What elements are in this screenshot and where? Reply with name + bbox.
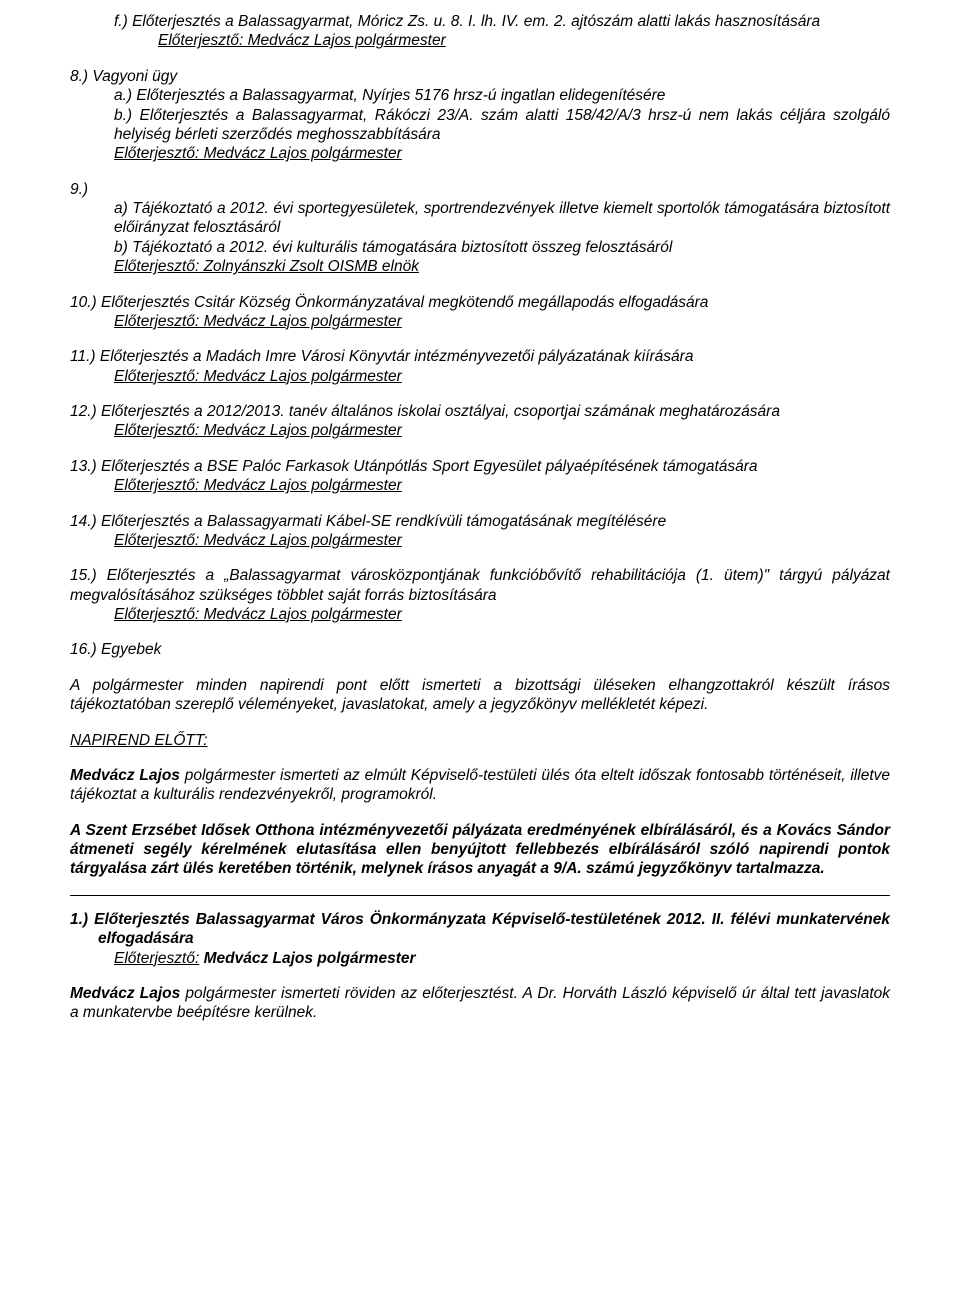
agenda-item-16: 16.) Egyebek [70,640,890,659]
agenda-item-12: 12.) Előterjesztés a 2012/2013. tanév ál… [70,402,890,441]
item-f-title: f.) Előterjesztés a Balassagyarmat, Móri… [70,12,890,31]
item-9-a: a) Tájékoztató a 2012. évi sportegyesüle… [70,199,890,238]
agenda-item-11: 11.) Előterjesztés a Madách Imre Városi … [70,347,890,386]
agenda-item-14: 14.) Előterjesztés a Balassagyarmati Káb… [70,512,890,551]
item-11-title: 11.) Előterjesztés a Madách Imre Városi … [70,347,890,366]
agenda-item-10: 10.) Előterjesztés Csitár Község Önkormá… [70,293,890,332]
mayor-intro-paragraph: Medvácz Lajos polgármester ismerteti az … [70,766,890,805]
item-f-submitter: Előterjesztő: Medvácz Lajos polgármester [70,31,890,50]
submitter-text: Előterjesztő: Medvácz Lajos polgármester [114,145,402,162]
mayor-intro-rest: polgármester ismerteti az elmúlt Képvise… [70,767,890,803]
submitter-text: Előterjesztő: Zolnyánszki Zsolt OISMB el… [114,258,419,275]
submitter-text: Előterjesztő: Medvácz Lajos polgármester [158,32,446,49]
submitter-text: Előterjesztő: Medvácz Lajos polgármester [114,532,402,549]
item-1-bottom-title: 1.) Előterjesztés Balassagyarmat Város Ö… [70,910,890,949]
item-9-b: b) Tájékoztató a 2012. évi kulturális tá… [70,238,890,257]
item-10-title: 10.) Előterjesztés Csitár Község Önkormá… [70,293,890,312]
item-13-submitter: Előterjesztő: Medvácz Lajos polgármester [70,476,890,495]
item-1-bottom-submitter: Előterjesztő: Medvácz Lajos polgármester [70,949,890,968]
agenda-item-1-bottom: 1.) Előterjesztés Balassagyarmat Város Ö… [70,910,890,968]
submitter-text: Előterjesztő: Medvácz Lajos polgármester [114,422,402,439]
item-13-title: 13.) Előterjesztés a BSE Palóc Farkasok … [70,457,890,476]
item-9-submitter: Előterjesztő: Zolnyánszki Zsolt OISMB el… [70,257,890,276]
item-8-submitter: Előterjesztő: Medvácz Lajos polgármester [70,144,890,163]
item-14-title: 14.) Előterjesztés a Balassagyarmati Káb… [70,512,890,531]
item-8-title: 8.) Vagyoni ügy [70,67,890,86]
item-8-b: b.) Előterjesztés a Balassagyarmat, Rákó… [70,106,890,145]
pre-agenda-header: NAPIREND ELŐTT: [70,731,890,750]
chairman-note: A polgármester minden napirendi pont elő… [70,676,890,715]
item-12-submitter: Előterjesztő: Medvácz Lajos polgármester [70,421,890,440]
item-15-title: 15.) Előterjesztés a „Balassagyarmat vár… [70,566,890,605]
divider [70,895,890,896]
item-11-submitter: Előterjesztő: Medvácz Lajos polgármester [70,367,890,386]
submitter-value: Medvácz Lajos polgármester [199,950,415,967]
submitter-text: Előterjesztő: Medvácz Lajos polgármester [114,477,402,494]
item-9-title: 9.) [70,180,890,199]
closed-session-note: A Szent Erzsébet Idősek Otthona intézmén… [70,821,890,879]
item-10-submitter: Előterjesztő: Medvácz Lajos polgármester [70,312,890,331]
agenda-item-8: 8.) Vagyoni ügy a.) Előterjesztés a Bala… [70,67,890,164]
closing-rest: polgármester ismerteti röviden az előter… [70,985,890,1021]
item-15-submitter: Előterjesztő: Medvácz Lajos polgármester [70,605,890,624]
item-12-title: 12.) Előterjesztés a 2012/2013. tanév ál… [70,402,890,421]
submitter-label: Előterjesztő: [114,950,199,967]
agenda-item-13: 13.) Előterjesztés a BSE Palóc Farkasok … [70,457,890,496]
submitter-text: Előterjesztő: Medvácz Lajos polgármester [114,606,402,623]
item-14-submitter: Előterjesztő: Medvácz Lajos polgármester [70,531,890,550]
agenda-item-15: 15.) Előterjesztés a „Balassagyarmat vár… [70,566,890,624]
agenda-item-f: f.) Előterjesztés a Balassagyarmat, Móri… [70,12,890,51]
document-page: f.) Előterjesztés a Balassagyarmat, Móri… [0,0,960,1314]
mayor-name: Medvácz Lajos [70,767,180,784]
mayor-name-closing: Medvácz Lajos [70,985,180,1002]
submitter-text: Előterjesztő: Medvácz Lajos polgármester [114,368,402,385]
item-8-a: a.) Előterjesztés a Balassagyarmat, Nyír… [70,86,890,105]
closing-paragraph: Medvácz Lajos polgármester ismerteti röv… [70,984,890,1023]
agenda-item-9: 9.) a) Tájékoztató a 2012. évi sportegye… [70,180,890,277]
submitter-text: Előterjesztő: Medvácz Lajos polgármester [114,313,402,330]
